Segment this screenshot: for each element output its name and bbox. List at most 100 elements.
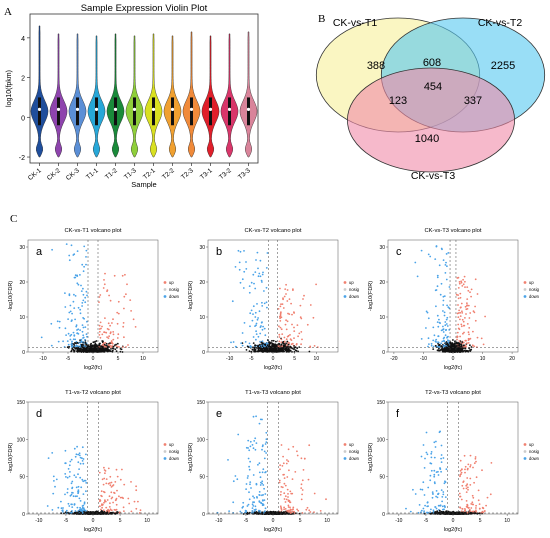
volcano-point [455, 513, 458, 515]
volcano-point [77, 489, 80, 492]
volcano-point [280, 311, 282, 314]
volcano-point [81, 302, 84, 304]
volcano-point [297, 335, 299, 338]
x-tick-label-T3-1: T3-1 [199, 167, 214, 181]
x-tick-label-e-0: -10 [215, 518, 222, 524]
x-tick-label-c-1: -10 [420, 356, 427, 362]
volcano-point [444, 334, 447, 337]
volcano-point [50, 344, 53, 347]
volcano-point [466, 503, 469, 506]
legend-label-b-up: up [349, 280, 354, 285]
volcano-point [437, 493, 439, 495]
volcano-point [68, 259, 71, 262]
volcano-point [101, 495, 103, 498]
volcano-point [108, 349, 111, 352]
volcano-point [489, 493, 492, 496]
volcano-point [437, 325, 440, 328]
volcano-point [73, 350, 76, 352]
volcano-point [101, 333, 104, 336]
volcano-point [79, 500, 82, 502]
volcano-point [258, 422, 261, 425]
x-axis-label-f: log2(fc) [444, 527, 463, 533]
volcano-point [79, 476, 82, 479]
y-tick-label-a-1: 10 [19, 315, 25, 321]
volcano-point [106, 499, 109, 501]
volcano-point [475, 504, 477, 507]
volcano-point [270, 341, 272, 344]
y-tick-label-f-1: 50 [379, 475, 385, 481]
volcano-point [52, 475, 55, 478]
volcano-point [259, 259, 262, 262]
volcano-point [275, 512, 278, 515]
volcano-point [473, 311, 476, 314]
volcano-point [70, 458, 73, 461]
volcano-point [123, 483, 126, 486]
volcano-point [465, 484, 468, 487]
volcano-point [81, 305, 83, 307]
volcano-point [464, 347, 467, 350]
volcano-point [51, 248, 53, 251]
volcano-point [252, 313, 254, 315]
volcano-point [90, 342, 92, 345]
volcano-point [265, 438, 268, 441]
volcano-point [251, 503, 254, 506]
volcano-point [98, 330, 101, 333]
volcano-point [89, 345, 91, 348]
volcano-point [106, 345, 109, 347]
volcano-point [278, 336, 281, 338]
volcano-point [283, 482, 286, 485]
volcano-point [251, 507, 254, 509]
volcano-point [65, 509, 68, 512]
volcano-point [79, 462, 82, 465]
volcano-point [264, 334, 267, 337]
volcano-point [82, 293, 85, 296]
volcano-point [99, 498, 101, 501]
volcano-point [109, 484, 112, 487]
volcano-point [54, 485, 56, 488]
volcano-point [118, 346, 120, 348]
volcano-point [442, 457, 445, 459]
volcano-point [257, 344, 260, 347]
volcano-point [438, 509, 441, 512]
legend-marker-c-down [523, 295, 527, 298]
volcano-point [81, 446, 84, 449]
volcano-point [280, 444, 283, 446]
volcano-point [457, 304, 459, 306]
volcano-point [290, 492, 293, 495]
x-axis-label-e: log2(fc) [264, 527, 283, 533]
volcano-point [252, 349, 254, 351]
volcano-point [100, 345, 103, 348]
volcano-point [319, 510, 322, 512]
violin-median-CK-1 [37, 107, 42, 111]
volcano-point [234, 266, 237, 268]
volcano-point [440, 489, 443, 491]
volcano-point [280, 328, 283, 331]
volcano-point [432, 339, 435, 342]
set-label-ck-vs-t1: CK-vs-T1 [333, 17, 377, 29]
violin-box-T3-3 [247, 97, 250, 126]
volcano-point [75, 325, 78, 328]
volcano-point [295, 343, 298, 346]
volcano-point [462, 350, 465, 353]
venn-value-T2_T3: 337 [464, 95, 482, 107]
volcano-point [435, 440, 437, 443]
volcano-point [248, 449, 251, 452]
volcano-point [247, 439, 250, 442]
volcano-point [111, 485, 114, 487]
volcano-point [432, 345, 435, 348]
volcano-point [476, 346, 478, 348]
volcano-point [467, 289, 470, 292]
volcano-point [264, 350, 266, 353]
volcano-point [64, 306, 67, 308]
volcano-point [448, 286, 451, 288]
volcano-point [422, 444, 425, 446]
volcano-point [249, 483, 251, 486]
volcano-point [443, 482, 446, 485]
volcano-point [467, 331, 470, 334]
violin-median-CK-2 [56, 107, 61, 111]
volcano-point [260, 341, 263, 344]
volcano-point [467, 304, 470, 307]
volcano-frame-c [387, 239, 519, 353]
volcano-point [289, 501, 291, 504]
volcano-point [440, 349, 442, 351]
